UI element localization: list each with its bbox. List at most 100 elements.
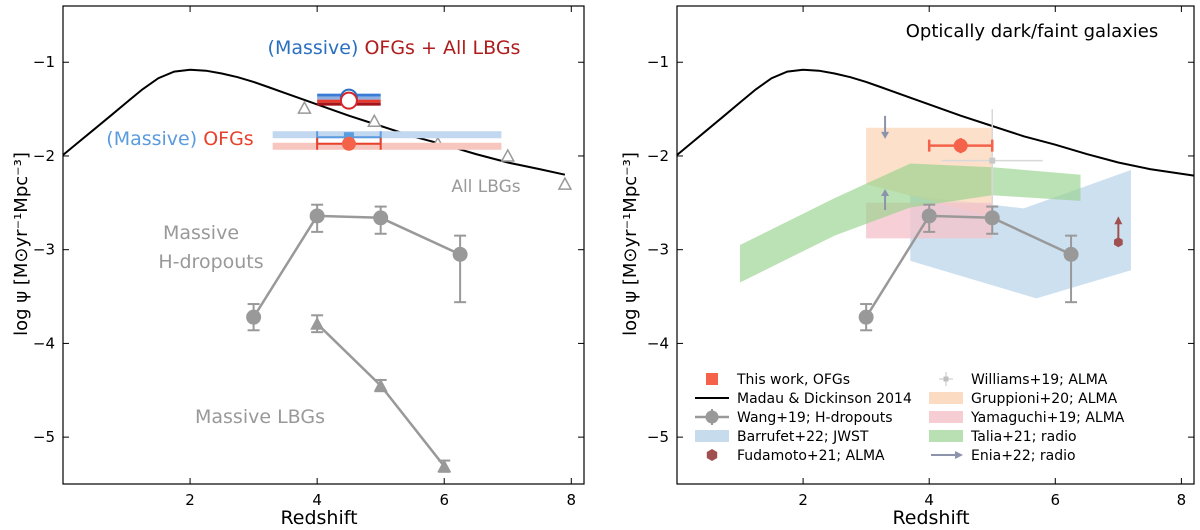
right-ytick-label: −3 — [647, 241, 669, 259]
left-massive-lbgs-line — [310, 314, 452, 473]
right-fudamoto-point — [1114, 237, 1123, 248]
right-legend-label: Madau & Dickinson 2014 — [737, 391, 912, 407]
right-enia-arrows — [881, 115, 890, 211]
left-all-lbg-point — [297, 100, 312, 114]
left-massive-lbg-point — [437, 459, 452, 473]
left-axes: 2 4 6 8 −1 −2 −3 −4 −5 — [33, 5, 585, 509]
left-massive-lbg-point — [310, 316, 325, 330]
left-hdropouts-polyline — [252, 214, 461, 318]
left-massive-lbgs-polyline — [316, 322, 446, 467]
right-fudamoto-arrow-head — [1114, 216, 1123, 225]
right-legend-patch-marker — [929, 392, 963, 404]
left-xlabel: Redshift — [280, 507, 357, 529]
right-title: Optically dark/faint galaxies — [906, 21, 1158, 42]
right-xtick-label: 8 — [1177, 491, 1187, 509]
right-legend-label: Gruppioni+20; ALMA — [971, 391, 1118, 407]
right-legend-arrow-head — [955, 451, 963, 459]
right-hdropout-point — [858, 309, 874, 325]
right-legend-label: Fudamoto+21; ALMA — [737, 448, 885, 464]
right-hdropout-point — [921, 208, 937, 224]
left-ofg-all-lbg-circle-red — [339, 91, 358, 110]
right-hdropouts-polyline — [865, 214, 1072, 318]
left-hdrop-label-1: Massive — [163, 222, 239, 244]
right-frame — [676, 5, 1195, 485]
left-hdrop-label-2: H-dropouts — [158, 251, 263, 273]
left-xtick-label: 4 — [312, 491, 322, 509]
left-hdropout-point — [309, 208, 325, 224]
right-xlabel: Redshift — [892, 507, 969, 529]
right-legend-circle-marker — [705, 410, 719, 424]
right-legend-square-marker — [706, 373, 718, 385]
left-title-rest: OFGs + All LBGs — [358, 37, 520, 59]
left-ylabel: log ψ [M⊙yr⁻¹Mpc⁻³] — [11, 152, 32, 336]
right-legend-label: Wang+19; H-dropouts — [737, 410, 893, 426]
right-legend-label: Yamaguchi+19; ALMA — [970, 410, 1125, 426]
left-ofg-label: (Massive) OFGs — [106, 128, 253, 150]
right-hdropout-point — [984, 210, 1000, 226]
left-all-lbg-point — [557, 176, 573, 190]
left-hdropout-point — [246, 309, 262, 325]
left-all-lbg-point — [500, 148, 516, 162]
left-md14-path — [62, 68, 566, 176]
left-ytick-label: −3 — [33, 241, 55, 259]
right-ytick-label: −5 — [647, 428, 669, 446]
left-xtick-label: 6 — [439, 491, 449, 509]
left-massive-lbg-point — [373, 378, 388, 392]
right-xtick-label: 4 — [924, 491, 934, 509]
left-ytick-label: −4 — [33, 334, 55, 352]
left-title-label: (Massive) OFGs + All LBGs — [268, 37, 521, 59]
right-xtick-label: 6 — [1051, 491, 1061, 509]
right-panel: 2 4 6 8 −1 −2 −3 −4 −5 This work, OFGs Madau & Di… — [620, 5, 1195, 529]
left-hdropouts-line — [246, 203, 468, 332]
right-ytick-label: −1 — [647, 53, 669, 71]
right-legend-hex-marker — [706, 449, 718, 461]
left-ofg-rest: OFGs — [197, 128, 254, 150]
right-ytick-label: −4 — [647, 334, 669, 352]
left-ofg-band — [272, 142, 502, 150]
right-this-work-point — [927, 138, 994, 154]
right-legend-patch-marker — [695, 430, 729, 442]
left-ofg-massive: (Massive) — [106, 128, 197, 150]
right-axes: 2 4 6 8 −1 −2 −3 −4 −5 — [647, 5, 1195, 509]
right-madau-dickinson-curve — [676, 68, 1195, 177]
left-all-lbg-point — [367, 113, 382, 128]
right-md14-path — [676, 68, 1195, 177]
left-all-lbgs-label: All LBGs — [451, 177, 520, 197]
right-legend-label: Talia+21; radio — [970, 429, 1077, 445]
right-legend-patch-marker — [929, 411, 963, 423]
left-xtick-label: 8 — [567, 491, 577, 509]
left-massive-ofg-band — [272, 131, 502, 139]
right-legend-label: Enia+22; radio — [971, 448, 1076, 464]
right-hdropout-point — [1063, 246, 1079, 262]
left-madau-dickinson-curve — [62, 68, 566, 176]
left-xtick-label: 2 — [185, 491, 195, 509]
right-talia-band — [740, 163, 1081, 283]
right-fudamoto-point — [1114, 216, 1123, 248]
left-ytick-label: −2 — [33, 147, 55, 165]
right-legend-cross-point — [943, 376, 949, 382]
left-ytick-label: −1 — [33, 53, 55, 71]
right-legend-patch-marker — [929, 430, 963, 442]
right-williams-point — [941, 109, 1043, 213]
left-panel: 2 4 6 8 −1 −2 −3 −4 −5 (Massive) OFGs + All LBGs… — [11, 5, 585, 529]
left-title-massive: (Massive) — [268, 37, 359, 59]
left-ofg-point — [341, 136, 356, 151]
right-legend: This work, OFGs Madau & Dickinson 2014 Wan… — [695, 372, 1125, 464]
right-enia-arrow-head — [881, 189, 890, 197]
right-legend-label: Barrufet+22; JWST — [737, 429, 869, 445]
right-legend-label: Williams+19; ALMA — [971, 372, 1108, 388]
right-williams-point — [989, 157, 996, 164]
left-ytick-label: −5 — [33, 428, 55, 446]
right-legend-label: This work, OFGs — [736, 372, 850, 388]
right-ylabel: log ψ [M⊙yr⁻¹Mpc⁻³] — [620, 152, 641, 336]
right-xtick-label: 2 — [798, 491, 808, 509]
left-frame — [62, 5, 585, 485]
left-massive-lbgs-label: Massive LBGs — [195, 406, 325, 428]
right-this-work-point — [953, 138, 968, 153]
right-enia-arrow-head — [881, 131, 890, 139]
left-hdropout-point — [373, 210, 389, 226]
left-ofg-points — [272, 88, 502, 151]
right-ytick-label: −2 — [647, 147, 669, 165]
left-hdropout-point — [452, 246, 468, 262]
